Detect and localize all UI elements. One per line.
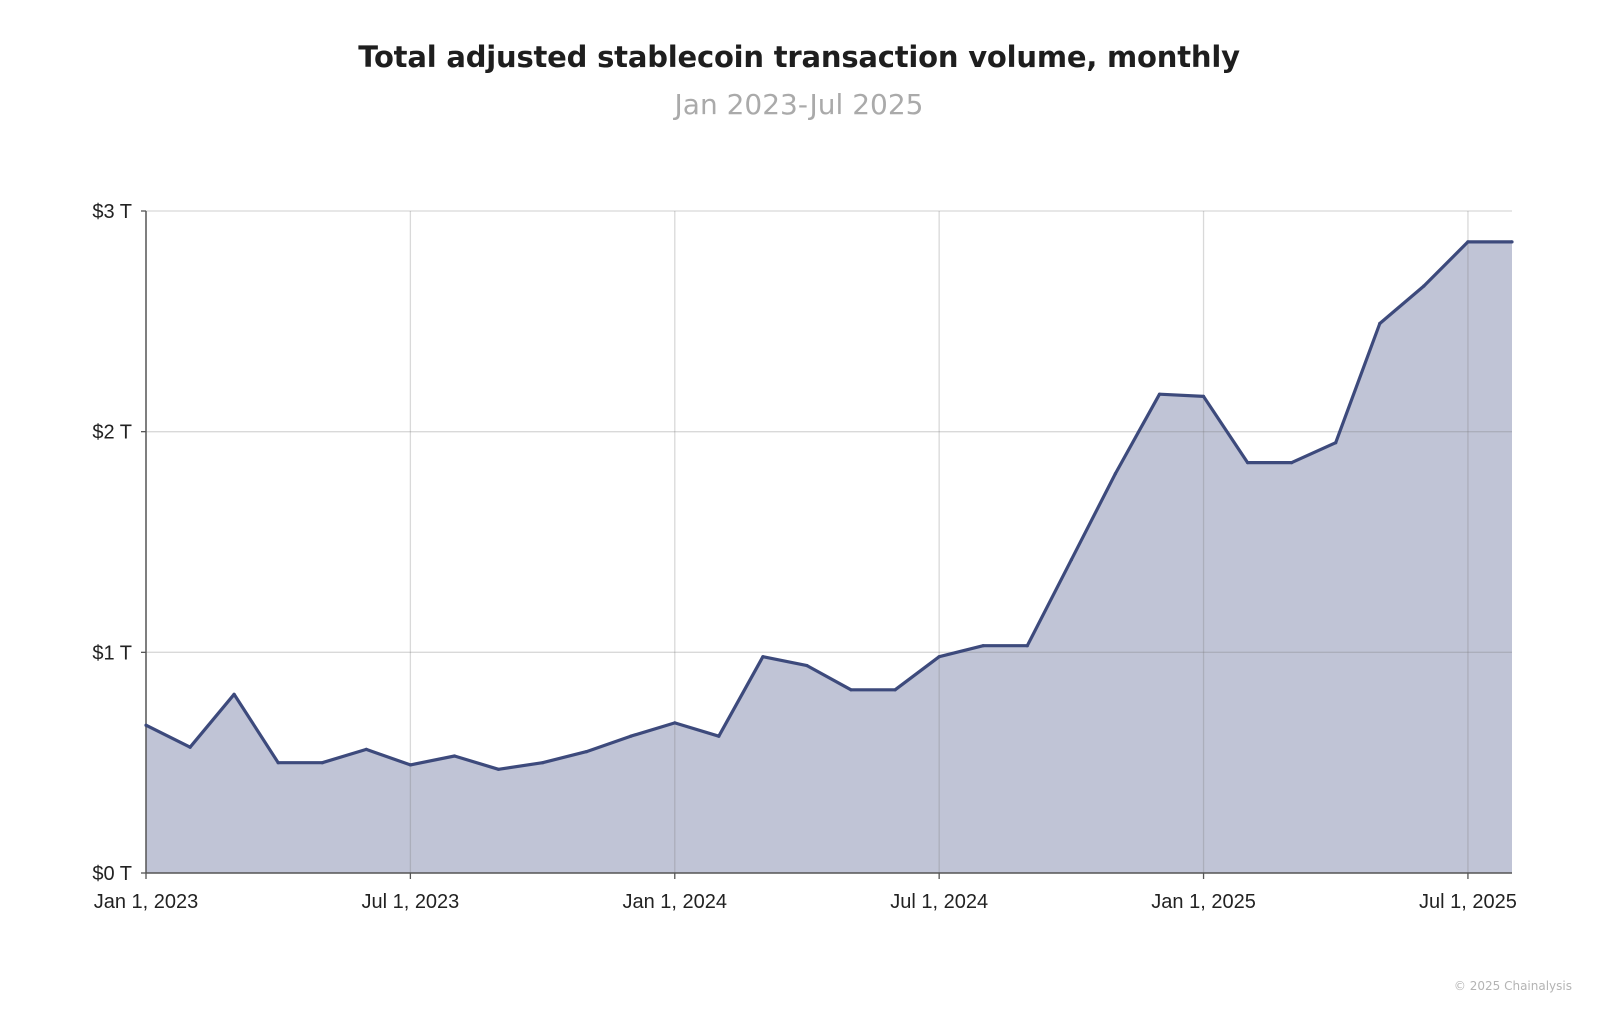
data-point (1246, 461, 1250, 465)
data-point (937, 655, 941, 659)
data-point (1201, 394, 1206, 398)
data-point (144, 723, 148, 727)
data-point (673, 721, 677, 725)
data-point (1466, 240, 1470, 244)
x-tick-label: Jan 1, 2023 (94, 891, 199, 913)
y-tick-label: $2 T (92, 422, 132, 444)
data-point (320, 761, 324, 765)
data-point (1334, 441, 1338, 445)
data-point (188, 745, 192, 749)
chart-subtitle: Jan 2023-Jul 2025 (674, 88, 924, 121)
data-point (1157, 392, 1162, 396)
data-point (717, 734, 721, 738)
data-point (1378, 321, 1382, 326)
data-point (805, 664, 809, 668)
series-line (145, 240, 1512, 771)
x-tick-label: Jul 1, 2023 (361, 891, 459, 913)
x-tick-label: Jan 1, 2024 (623, 891, 728, 913)
data-point (1069, 558, 1073, 562)
area-fill (146, 241, 1512, 873)
data-point (893, 688, 897, 692)
data-point (981, 644, 985, 648)
y-tick-label: $0 T (92, 863, 132, 885)
data-point (629, 734, 633, 738)
data-point (585, 750, 589, 754)
x-tick-label: Jul 1, 2024 (890, 891, 988, 913)
x-tick-label: Jul 1, 2025 (1419, 891, 1517, 913)
data-point (496, 767, 501, 771)
data-point (1422, 284, 1426, 288)
data-point (408, 763, 412, 767)
data-point (1025, 644, 1029, 648)
data-point (761, 655, 765, 659)
data-point (452, 754, 457, 758)
copyright-credit: © 2025 Chainalysis (1453, 979, 1572, 993)
data-point (541, 761, 545, 765)
data-point (1113, 472, 1117, 476)
x-tick-label: Jan 1, 2025 (1151, 891, 1256, 913)
data-point (364, 747, 368, 752)
chart-title: Total adjusted stablecoin transaction vo… (358, 40, 1240, 74)
data-point (232, 692, 236, 696)
data-point (849, 688, 853, 692)
y-tick-label: $1 T (92, 642, 132, 664)
data-point (276, 761, 280, 765)
y-tick-label: $3 T (92, 201, 132, 223)
data-point (1290, 461, 1294, 465)
data-point (1510, 240, 1514, 244)
